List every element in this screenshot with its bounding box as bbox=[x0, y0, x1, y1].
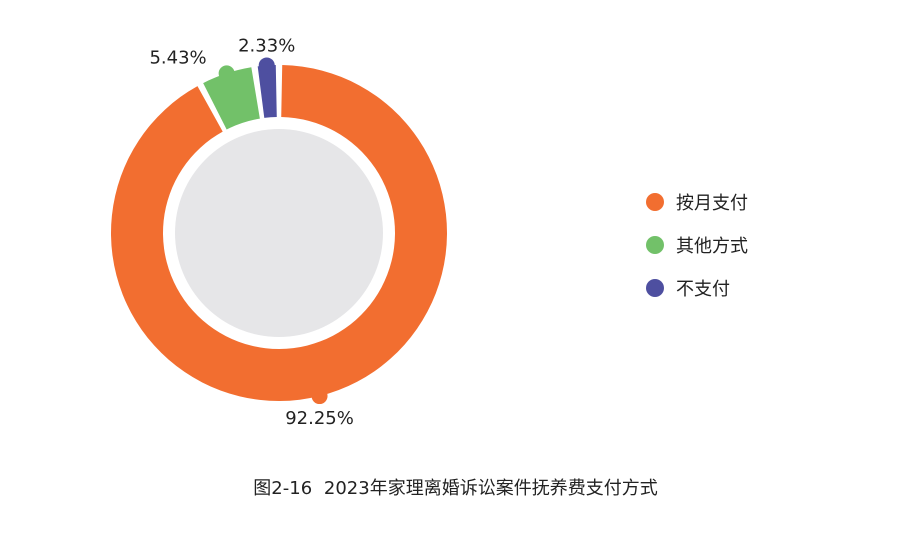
slice-nopay[interactable] bbox=[257, 65, 277, 118]
slice-dot-other bbox=[218, 65, 235, 82]
legend-marker-nopay bbox=[646, 278, 664, 297]
legend-item-monthly[interactable]: 按月支付 bbox=[646, 180, 748, 223]
figure-title: 2023年家理离婚诉讼案件抚养费支付方式 bbox=[323, 478, 658, 499]
legend-item-other[interactable]: 其他方式 bbox=[646, 223, 748, 266]
legend-label-other: 其他方式 bbox=[676, 235, 748, 257]
slice-other[interactable] bbox=[203, 67, 260, 130]
legend-label-nopay: 不支付 bbox=[676, 278, 730, 300]
value-label-monthly: 92.25% bbox=[285, 408, 354, 429]
donut-slices bbox=[111, 57, 448, 405]
legend-item-nopay[interactable]: 不支付 bbox=[646, 266, 748, 309]
legend-label-monthly: 按月支付 bbox=[676, 192, 748, 214]
data-labels: 92.25% 5.43% 2.33% bbox=[149, 35, 353, 429]
legend-marker-other bbox=[646, 235, 664, 254]
slice-dot-monthly bbox=[311, 388, 328, 405]
slice-dot-nopay bbox=[258, 57, 275, 74]
legend-marker-monthly bbox=[646, 192, 664, 211]
figure-number: 图2-16 bbox=[253, 478, 313, 499]
slice-monthly[interactable] bbox=[111, 65, 448, 402]
value-label-other: 5.43% bbox=[149, 47, 206, 68]
value-label-nopay: 2.33% bbox=[238, 35, 295, 56]
legend: 按月支付 其他方式 不支付 bbox=[646, 180, 748, 309]
figure-caption: 图2-16 2023年家理离婚诉讼案件抚养费支付方式 bbox=[0, 474, 911, 500]
donut-center bbox=[175, 129, 383, 337]
